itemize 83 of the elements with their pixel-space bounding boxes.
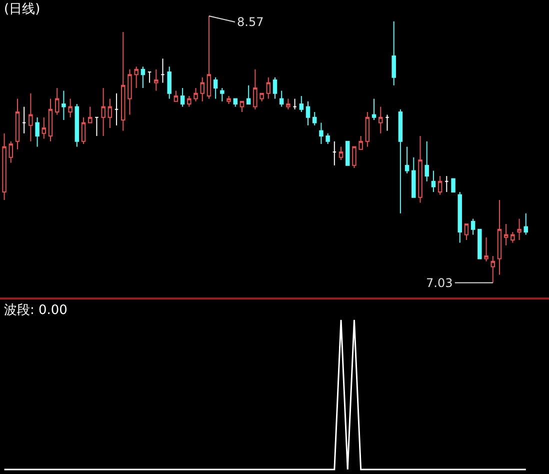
candlestick: [180, 88, 185, 108]
candlestick: [68, 98, 72, 118]
candlestick: [167, 66, 172, 100]
candlestick: [346, 140, 350, 166]
candlestick: [15, 98, 20, 150]
candlestick: [431, 170, 436, 193]
candlestick: [22, 106, 26, 134]
candlestick: [48, 98, 53, 142]
candlestick: [497, 200, 502, 276]
candlestick: [292, 98, 297, 110]
candlestick: [524, 212, 528, 236]
candlestick: [108, 98, 112, 129]
candlestick: [213, 76, 218, 100]
candlestick: [312, 112, 317, 126]
candlestick: [451, 178, 456, 193]
candlestick: [140, 66, 146, 89]
candlestick: [372, 98, 376, 121]
candlestick: [260, 92, 264, 102]
candlestick: [458, 192, 462, 244]
candlestick: [121, 32, 126, 132]
candlestick: [128, 68, 132, 116]
candlestick: [306, 100, 310, 126]
candlestick: [358, 136, 363, 150]
candlestick: [42, 116, 46, 140]
candlestick: [490, 256, 495, 284]
candlestick: [286, 98, 290, 110]
chart-title: 波段: 0.00: [4, 303, 68, 318]
candlestick: [299, 96, 304, 113]
candlestick: [504, 224, 508, 246]
candlestick: [187, 96, 192, 108]
candlestick: [8, 140, 14, 164]
candlestick: [81, 116, 86, 145]
candlestick: [510, 232, 515, 244]
candlestick: [74, 104, 80, 148]
candlestick: [147, 72, 152, 84]
candlestick: [220, 88, 224, 102]
candlestick: [200, 76, 204, 102]
candlestick: [160, 58, 165, 84]
candlestick: [28, 92, 33, 142]
candlestick: [517, 218, 522, 241]
annotation: 7.03: [426, 276, 453, 290]
candlestick: [88, 106, 92, 124]
chart-title: (日线): [4, 2, 40, 17]
candlestick: [398, 108, 403, 214]
candlestick: [438, 176, 442, 196]
candlestick: [35, 116, 40, 148]
candlestick: [332, 140, 337, 166]
candlestick: [253, 68, 258, 110]
candlestick: [418, 136, 422, 204]
candlestick: [412, 156, 416, 198]
candlestick: [194, 88, 198, 102]
candlestick: [101, 88, 106, 137]
candlestick: [154, 68, 158, 92]
candlestick: [233, 98, 238, 108]
candlestick: [338, 146, 344, 161]
candlestick: [279, 90, 284, 108]
candlestick: [392, 20, 396, 86]
candlestick: [114, 92, 119, 126]
candlestick: [478, 228, 482, 260]
candlestick: [378, 106, 383, 134]
candlestick: [54, 88, 60, 116]
candlestick: [134, 66, 138, 89]
candlestick: [226, 96, 231, 105]
annotation: 8.57: [237, 15, 264, 29]
candlestick: [404, 146, 410, 174]
candlestick: [326, 132, 330, 145]
candlestick: [266, 76, 271, 100]
candlestick: [174, 90, 178, 102]
candlestick: [352, 146, 356, 169]
candlestick: [206, 16, 212, 100]
candlestick: [94, 116, 99, 137]
candlestick: [319, 122, 324, 145]
candlestick: [385, 114, 390, 132]
candlestick: [246, 84, 251, 105]
candlestick: [62, 90, 66, 121]
candlestick: [464, 224, 469, 241]
candlestick: [424, 140, 429, 182]
candlestick: [365, 112, 370, 148]
candlestick: [484, 236, 488, 262]
candlestick: [240, 100, 244, 113]
candlestick: [470, 218, 476, 236]
candlestick: [272, 76, 278, 100]
candlestick: [444, 176, 449, 193]
